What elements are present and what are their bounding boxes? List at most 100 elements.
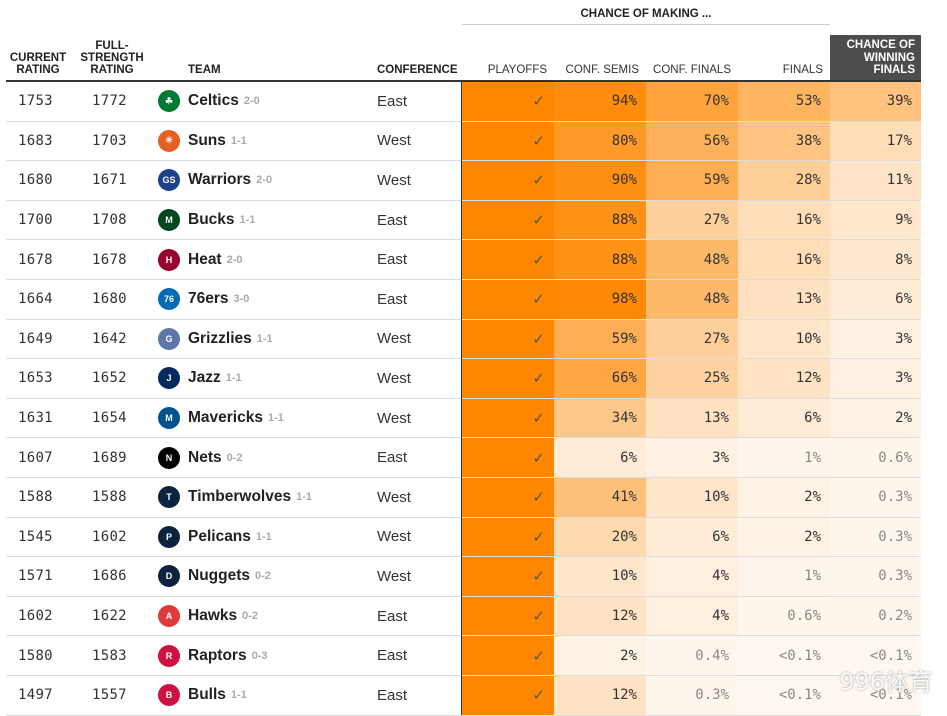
team-name: Warriors: [188, 171, 252, 189]
semis-cell: 6%: [554, 438, 646, 477]
nuggets-logo: D: [158, 565, 180, 588]
current-rating: 1497: [18, 687, 53, 704]
current-rating: 1700: [18, 212, 53, 229]
full-strength-rating: 1678: [92, 251, 127, 268]
full-strength-rating: 1703: [92, 132, 127, 149]
table-row: 1607 1689 N Nets 0-2 East ✓ 6% 3% 1% 0.6%: [6, 438, 921, 478]
pelicans-logo-cell: P: [156, 518, 182, 557]
team-record: 1-1: [230, 689, 247, 702]
team-name: Celtics: [188, 92, 239, 110]
semis-cell: 10%: [554, 557, 646, 596]
semis-cell: 98%: [554, 279, 646, 319]
finals-cell: 10%: [738, 319, 830, 359]
header-finals: FINALS: [782, 64, 823, 76]
playoffs-cell: ✓: [462, 279, 554, 319]
full-strength-rating: 1602: [92, 528, 127, 545]
semis-cell: 2%: [554, 636, 646, 675]
table-row: 1664 1680 76 76ers 3-0 East ✓ 98% 48% 13% 6%: [6, 279, 921, 320]
full-strength-rating: 1772: [92, 93, 127, 110]
current-rating: 1753: [18, 93, 53, 110]
team-record: 0-3: [251, 649, 268, 662]
playoffs-cell: ✓: [462, 557, 554, 596]
semis-cell: 41%: [554, 477, 646, 517]
semis-cell: 20%: [554, 517, 646, 557]
conf-finals-cell: 56%: [646, 121, 738, 161]
team-name: 76ers: [188, 290, 229, 308]
jazz-logo-cell: J: [156, 359, 182, 398]
playoffs-cell: ✓: [462, 438, 554, 477]
finals-cell: 28%: [738, 161, 830, 200]
conf-finals-cell: 27%: [646, 319, 738, 359]
conference: West: [377, 409, 411, 427]
team-cell: Bulls 1-1: [188, 676, 368, 715]
header-team: TEAM: [188, 64, 221, 76]
team-record: 1-1: [256, 332, 273, 345]
conference: West: [377, 528, 411, 546]
timberwolves-logo-cell: T: [156, 478, 182, 517]
hawks-logo-cell: A: [156, 597, 182, 636]
team-cell: Suns 1-1: [188, 122, 368, 161]
header-conference: CONFERENCE: [377, 64, 458, 76]
team-cell: Pelicans 1-1: [188, 518, 368, 557]
playoffs-cell: ✓: [462, 161, 554, 200]
playoffs-cell: ✓: [462, 517, 554, 557]
playoffs-cell: ✓: [462, 240, 554, 279]
semis-cell: 12%: [554, 596, 646, 636]
current-rating: 1545: [18, 528, 53, 545]
team-record: 1-1: [267, 412, 284, 425]
finals-cell: 1%: [738, 438, 830, 477]
table-row: 1580 1583 R Raptors 0-3 East ✓ 2% 0.4% <0.1% <0.1%: [6, 636, 921, 676]
conference: West: [377, 488, 411, 506]
current-rating: 1680: [18, 172, 53, 189]
team-name: Jazz: [188, 369, 221, 387]
conference: West: [377, 171, 411, 189]
grizzlies-logo: G: [158, 327, 180, 350]
team-cell: Grizzlies 1-1: [188, 320, 368, 359]
current-rating: 1588: [18, 489, 53, 506]
win-cell: <0.1%: [830, 675, 921, 715]
win-cell: 17%: [830, 121, 921, 161]
team-cell: Warriors 2-0: [188, 161, 368, 200]
warriors-logo-cell: GS: [156, 161, 182, 200]
table-row: 1588 1588 T Timberwolves 1-1 West ✓ 41% 10% 2% 0.3…: [6, 477, 921, 518]
win-cell: 2%: [830, 398, 921, 438]
conf-finals-cell: 13%: [646, 398, 738, 438]
table-row: 1653 1652 J Jazz 1-1 West ✓ 66% 25% 12% 3%: [6, 359, 921, 399]
full-strength-rating: 1588: [92, 489, 127, 506]
playoffs-cell: ✓: [462, 121, 554, 161]
team-name: Nets: [188, 448, 222, 466]
nuggets-logo-cell: D: [156, 557, 182, 596]
table-row: 1683 1703 ☀ Suns 1-1 West ✓ 80% 56% 38% 17%: [6, 121, 921, 162]
grizzlies-logo-cell: G: [156, 320, 182, 359]
conf-finals-cell: 6%: [646, 517, 738, 557]
current-rating: 1602: [18, 608, 53, 625]
current-rating: 1649: [18, 330, 53, 347]
win-cell: 6%: [830, 279, 921, 319]
table-row: 1678 1678 H Heat 2-0 East ✓ 88% 48% 16% 8%: [6, 240, 921, 280]
team-cell: Mavericks 1-1: [188, 399, 368, 438]
column-divider: [461, 80, 462, 715]
team-cell: Celtics 2-0: [188, 82, 368, 121]
full-strength-rating: 1686: [92, 568, 127, 585]
header-full-strength-rating: FULL-STRENGTH RATING: [80, 40, 144, 76]
team-name: Nuggets: [188, 567, 250, 585]
mavericks-logo-cell: M: [156, 399, 182, 438]
team-cell: Bucks 1-1: [188, 201, 368, 240]
pelicans-logo: P: [158, 525, 180, 548]
team-cell: Nets 0-2: [188, 438, 368, 477]
current-rating: 1571: [18, 568, 53, 585]
conf-finals-cell: 0.4%: [646, 636, 738, 675]
timberwolves-logo: T: [158, 486, 180, 509]
team-name: Heat: [188, 250, 222, 268]
conference: West: [377, 567, 411, 585]
finals-cell: 16%: [738, 240, 830, 279]
bucks-logo: M: [158, 209, 180, 232]
playoffs-cell: ✓: [462, 675, 554, 715]
team-record: 0-2: [226, 451, 243, 464]
forecast-table-body: 1753 1772 ☘ Celtics 2-0 East ✓ 94% 70% 53% 39% 1683…: [0, 82, 947, 716]
full-strength-rating: 1557: [92, 687, 127, 704]
header-current-rating: CURRENT RATING: [9, 52, 67, 76]
header-rule: [6, 80, 921, 82]
current-rating: 1678: [18, 251, 53, 268]
win-cell: 11%: [830, 161, 921, 200]
